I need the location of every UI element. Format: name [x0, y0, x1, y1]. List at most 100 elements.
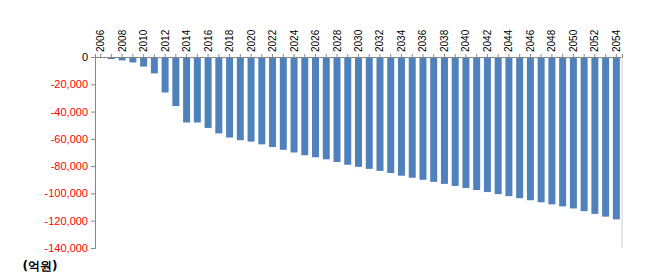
frame-line [622, 57, 623, 248]
bar [334, 57, 341, 162]
x-tick: 2030 [353, 29, 364, 57]
bar [344, 57, 351, 165]
y-tick-label: -120,000 [45, 215, 88, 227]
x-tick-label: 2028 [332, 29, 343, 52]
x-tick: 2026 [310, 29, 321, 57]
bars [97, 57, 620, 219]
bar [291, 57, 298, 153]
bar [269, 57, 276, 147]
y-tick-label: -80,000 [51, 160, 88, 172]
x-tick [605, 54, 606, 57]
x-tick-label: 2054 [611, 29, 622, 52]
x-tick: 2038 [439, 29, 450, 57]
y-tick-label: 0 [82, 51, 88, 63]
x-tick-mark [530, 54, 531, 57]
x-tick [304, 54, 305, 57]
x-tick-mark [251, 54, 252, 57]
x-tick [412, 54, 413, 57]
x-tick-mark [326, 54, 327, 57]
y-tick: -40,000 [51, 106, 95, 118]
x-tick-label: 2014 [181, 29, 192, 52]
x-tick: 2008 [117, 29, 128, 57]
y-tick-label: -100,000 [45, 187, 88, 199]
bar [355, 57, 362, 167]
y-tick-mark [91, 139, 95, 140]
plot: 0-20,000-40,000-60,000-80,000-100,000-12… [45, 29, 623, 254]
x-tick-label: 2020 [246, 29, 257, 52]
y-axis: 0-20,000-40,000-60,000-80,000-100,000-12… [45, 51, 96, 254]
x-tick [390, 54, 391, 57]
x-tick-label: 2026 [310, 29, 321, 52]
bar [484, 57, 491, 192]
x-tick: 2014 [181, 29, 192, 57]
x-tick-mark [444, 54, 445, 57]
x-tick [541, 54, 542, 57]
x-tick [283, 54, 284, 57]
x-tick: 2024 [289, 29, 300, 57]
x-tick-mark [261, 54, 262, 57]
x-tick [154, 54, 155, 57]
y-tick-label: -40,000 [51, 106, 88, 118]
bar [613, 57, 620, 219]
bar [570, 57, 577, 208]
x-tick-label: 2024 [289, 29, 300, 52]
x-tick-label: 2016 [203, 29, 214, 52]
y-tick: 0 [82, 51, 95, 63]
bar [162, 57, 169, 92]
x-tick [261, 54, 262, 57]
x-axis: 2006200820102012201420162018202020222024… [95, 29, 622, 57]
bar [194, 57, 201, 122]
x-tick [433, 54, 434, 57]
bar [548, 57, 555, 204]
x-tick-mark [541, 54, 542, 57]
x-tick-label: 2046 [525, 29, 536, 52]
y-tick: -140,000 [45, 242, 95, 254]
x-tick [562, 54, 563, 57]
x-tick [369, 54, 370, 57]
x-tick-label: 2044 [503, 29, 514, 52]
x-tick-mark [294, 54, 295, 57]
y-axis-line [91, 58, 96, 249]
y-axis-title: (억원) [23, 259, 58, 273]
bar [495, 57, 502, 194]
bar [387, 57, 394, 173]
x-tick-mark [551, 54, 552, 57]
x-tick: 2050 [568, 29, 579, 57]
x-tick: 2020 [246, 29, 257, 57]
x-tick-label: 2008 [117, 29, 128, 52]
y-tick: -20,000 [51, 78, 95, 90]
x-tick [498, 54, 499, 57]
bar [215, 57, 222, 133]
x-tick: 2054 [611, 29, 622, 57]
x-tick: 2048 [546, 29, 557, 57]
x-tick: 2012 [160, 29, 171, 57]
x-tick [218, 54, 219, 57]
x-tick-mark [132, 54, 133, 57]
chart-svg: 0-20,000-40,000-60,000-80,000-100,000-12… [0, 0, 658, 276]
x-tick: 2034 [396, 29, 407, 57]
x-tick: 2022 [267, 29, 278, 57]
y-tick-mark [91, 166, 95, 167]
x-tick-mark [304, 54, 305, 57]
bar [226, 57, 233, 137]
x-tick-label: 2038 [439, 29, 450, 52]
bar [409, 57, 416, 178]
x-tick: 2052 [589, 29, 600, 57]
x-tick-mark [498, 54, 499, 57]
bar [280, 57, 287, 150]
x-tick [111, 54, 112, 57]
x-tick-mark [584, 54, 585, 57]
x-tick-mark [508, 54, 509, 57]
x-tick-mark [412, 54, 413, 57]
x-tick-label: 2022 [267, 29, 278, 52]
x-tick-label: 2006 [95, 29, 106, 52]
bar [301, 57, 308, 155]
x-tick-mark [100, 54, 101, 57]
bar [538, 57, 545, 202]
chart-container: 0-20,000-40,000-60,000-80,000-100,000-12… [0, 0, 658, 276]
x-tick-mark [186, 54, 187, 57]
y-tick-label: -20,000 [51, 78, 88, 90]
bar [591, 57, 598, 214]
bar [205, 57, 212, 128]
bar [430, 57, 437, 182]
